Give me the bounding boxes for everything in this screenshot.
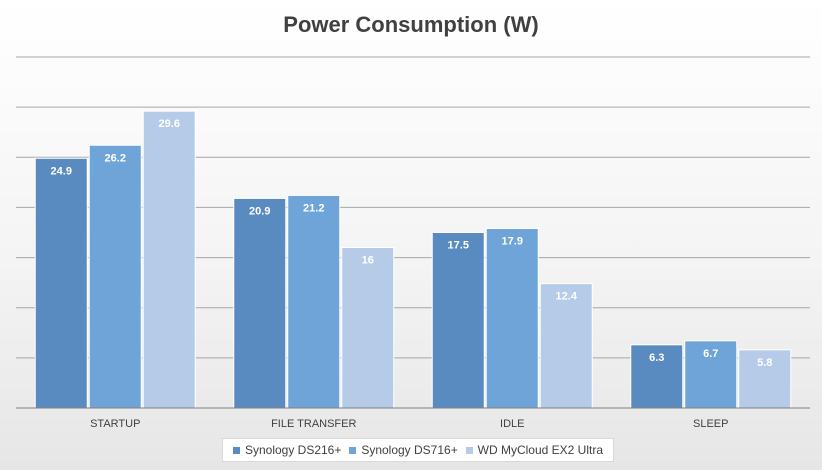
legend-label: Synology DS216+ [244, 443, 342, 457]
bar [341, 247, 395, 409]
data-label: 26.2 [105, 152, 126, 164]
legend-item: Synology DS716+ [349, 443, 458, 457]
data-label: 6.7 [703, 348, 718, 360]
bar [287, 194, 341, 409]
x-tick-label: FILE TRANSFER [271, 418, 356, 430]
bar [485, 227, 539, 409]
legend: Synology DS216+ Synology DS716+ WD MyCloud… [222, 438, 614, 462]
data-label: 6.3 [649, 352, 664, 364]
x-tick-label: STARTUP [90, 418, 140, 430]
legend-swatch [465, 446, 473, 454]
bar [431, 232, 485, 409]
data-label: 20.9 [249, 205, 270, 217]
legend-label: Synology DS716+ [361, 443, 458, 457]
data-label: 21.2 [303, 202, 324, 214]
data-label: 17.5 [448, 240, 469, 252]
legend-item: Synology DS216+ [232, 443, 342, 457]
bar [233, 197, 287, 409]
bar [142, 110, 196, 409]
bar [539, 283, 593, 409]
bar [34, 157, 88, 409]
legend-item: WD MyCloud EX2 Ultra [465, 443, 604, 457]
data-label: 29.6 [159, 118, 180, 130]
chart-title: Power Consumption (W) [283, 12, 539, 37]
data-label: 12.4 [556, 291, 578, 303]
data-label: 5.8 [757, 357, 772, 369]
data-label: 17.9 [502, 235, 523, 247]
legend-swatch [232, 446, 240, 454]
bar [630, 344, 684, 409]
legend-label: WD MyCloud EX2 Ultra [477, 443, 604, 457]
x-tick-label: SLEEP [693, 418, 728, 430]
bar [88, 144, 142, 409]
data-label: 16 [362, 255, 374, 267]
data-label: 24.9 [51, 165, 72, 177]
bar [738, 349, 792, 409]
legend-swatch [349, 446, 357, 454]
x-tick-label: IDLE [500, 418, 524, 430]
